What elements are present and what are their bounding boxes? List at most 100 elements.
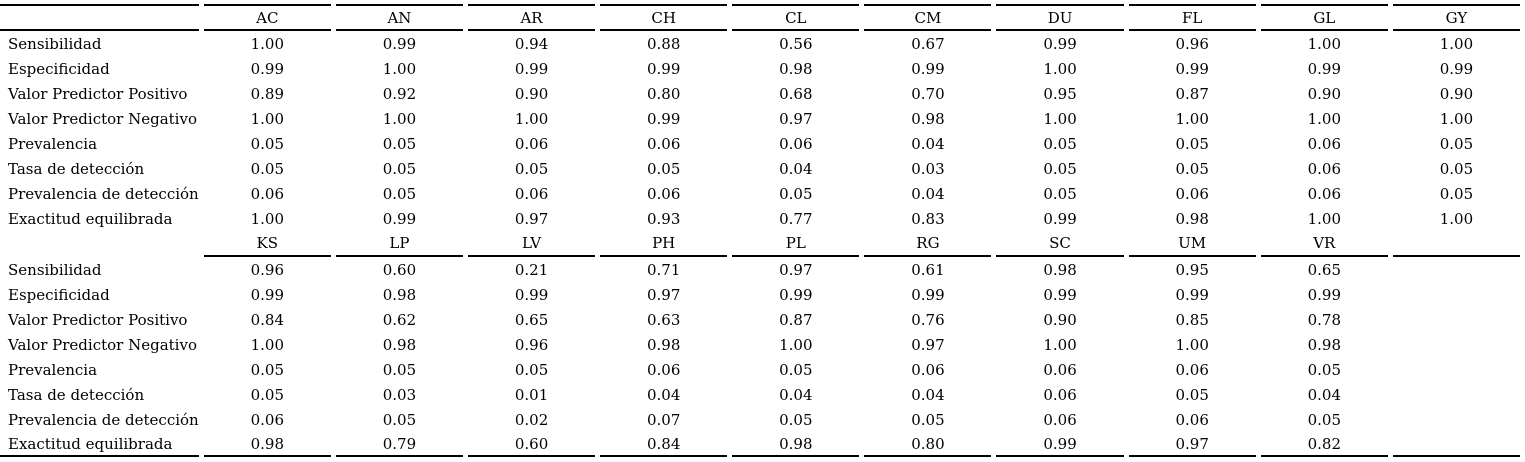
column-header-lv: LV — [467, 231, 596, 257]
cell-value: 0.90 — [514, 84, 549, 103]
cell-value: 0.85 — [1175, 310, 1209, 329]
cell-value: 0.96 — [250, 260, 284, 279]
column-header-cl: CL — [732, 4, 860, 31]
column-header-ks: KS — [203, 231, 331, 257]
table-row: Sensibilidad 1.00 0.99 0.94 0.88 0.56 0.67 0.99… — [0, 31, 1520, 56]
cell-value: 0.98 — [1175, 209, 1209, 228]
cell-value: 0.06 — [514, 184, 549, 203]
column-header-sc: SC — [996, 231, 1124, 257]
cell-value: 0.05 — [1175, 134, 1209, 153]
cell-value: 0.03 — [382, 385, 417, 404]
cell-value: 0.06 — [646, 184, 681, 203]
cell-value: 0.05 — [382, 410, 417, 429]
cell-value: 0.96 — [514, 335, 549, 354]
cell-value: 0.98 — [732, 432, 860, 457]
cell-value: 0.01 — [514, 385, 549, 404]
cell-value: 0.06 — [1307, 184, 1341, 203]
cell-value: 1.00 — [1043, 59, 1077, 78]
cell-value: 0.62 — [382, 310, 417, 329]
cell-value: 0.90 — [1439, 84, 1474, 103]
cell-value: 0.96 — [1175, 34, 1209, 53]
cell-value: 0.97 — [1128, 432, 1256, 457]
cell-value: 1.00 — [250, 34, 284, 53]
cell-value: 0.05 — [382, 360, 417, 379]
column-header-ph: PH — [600, 231, 728, 257]
cell-value: 0.05 — [382, 184, 417, 203]
cell-value: 0.98 — [382, 285, 417, 304]
cell-value: 0.70 — [911, 84, 945, 103]
cell-value: 0.87 — [779, 310, 813, 329]
cell-value: 0.97 — [646, 285, 681, 304]
cell-value: 0.06 — [779, 134, 813, 153]
cell-value: 0.56 — [779, 34, 813, 53]
table-row: Exactitud equilibrada 0.98 0.79 0.60 0.84 0.9… — [0, 432, 1520, 457]
cell-value: 0.99 — [1439, 59, 1474, 78]
cell-value: 0.99 — [1307, 59, 1341, 78]
row-label: Sensibilidad — [8, 34, 102, 53]
row-label: Exactitud equilibrada — [0, 432, 199, 457]
cell-value: 0.05 — [1439, 184, 1474, 203]
cell-value: 0.99 — [1043, 34, 1077, 53]
cell-value: 0.98 — [382, 335, 417, 354]
cell-value: 0.05 — [1439, 134, 1474, 153]
empty-cell — [1393, 257, 1520, 282]
row-label: Valor Predictor Positivo — [8, 310, 188, 329]
cell-value: 0.06 — [514, 134, 549, 153]
cell-value: 0.05 — [514, 159, 549, 178]
cell-value: 0.05 — [1043, 184, 1077, 203]
row-label: Especificidad — [8, 59, 110, 78]
cell-value: 0.06 — [1307, 134, 1341, 153]
row-label: Tasa de detección — [8, 159, 145, 178]
cell-value: 0.98 — [1043, 260, 1077, 279]
table-row: Prevalencia 0.05 0.05 0.06 0.06 0.06 0.04 0.05 0… — [0, 131, 1520, 156]
cell-value: 0.06 — [646, 134, 681, 153]
cell-value: 0.63 — [646, 310, 681, 329]
cell-value: 0.04 — [779, 385, 813, 404]
cell-value: 0.97 — [514, 209, 549, 228]
row-label: Valor Predictor Positivo — [8, 84, 188, 103]
cell-value: 1.00 — [1307, 109, 1341, 128]
cell-value: 0.05 — [1439, 159, 1474, 178]
table-row: Especificidad 0.99 1.00 0.99 0.99 0.98 0.99 1.0… — [0, 56, 1520, 81]
cell-value: 0.05 — [646, 159, 681, 178]
cell-value: 0.05 — [1175, 159, 1209, 178]
table-row: Valor Predictor Positivo 0.89 0.92 0.90 0.80… — [0, 81, 1520, 106]
cell-value: 0.04 — [911, 385, 945, 404]
cell-value: 0.05 — [779, 184, 813, 203]
cell-value: 0.06 — [1175, 184, 1209, 203]
cell-value: 0.84 — [600, 432, 728, 457]
cell-value: 1.00 — [514, 109, 549, 128]
cell-value: 0.04 — [911, 134, 945, 153]
empty-cell — [1393, 307, 1520, 332]
table-row: Prevalencia 0.05 0.05 0.05 0.06 0.05 0.06 0.06 0… — [0, 357, 1520, 382]
cell-value: 0.98 — [911, 109, 945, 128]
empty-cell — [1393, 407, 1520, 432]
cell-value: 0.99 — [779, 285, 813, 304]
cell-value: 1.00 — [1439, 34, 1474, 53]
cell-value: 0.87 — [1175, 84, 1209, 103]
cell-value: 0.99 — [646, 59, 681, 78]
cell-value: 0.83 — [911, 209, 945, 228]
cell-value: 1.00 — [1175, 335, 1209, 354]
cell-value: 0.06 — [1043, 360, 1077, 379]
cell-value: 0.95 — [1043, 84, 1077, 103]
cell-value: 0.05 — [382, 134, 417, 153]
cell-value: 0.06 — [250, 410, 284, 429]
cell-value: 0.98 — [1307, 335, 1341, 354]
cell-value: 1.00 — [250, 335, 284, 354]
cell-value: 0.05 — [250, 134, 284, 153]
row-label: Exactitud equilibrada — [8, 209, 173, 228]
cell-value: 0.99 — [250, 285, 284, 304]
row-label: Valor Predictor Negativo — [8, 109, 197, 128]
metrics-table-body: AC AN AR CH CL CM DU FL GL GY Sensibilidad 1.00 0.99… — [0, 4, 1520, 457]
cell-value: 0.99 — [911, 285, 945, 304]
cell-value: 0.98 — [779, 59, 813, 78]
cell-value: 0.99 — [996, 432, 1124, 457]
cell-value: 0.97 — [779, 109, 813, 128]
cell-value: 0.06 — [1043, 410, 1077, 429]
cell-value: 0.06 — [646, 360, 681, 379]
cell-value: 0.65 — [514, 310, 549, 329]
column-header-row: KS LP LV PH PL RG SC UM VR — [0, 231, 1520, 257]
cell-value: 0.77 — [779, 209, 813, 228]
